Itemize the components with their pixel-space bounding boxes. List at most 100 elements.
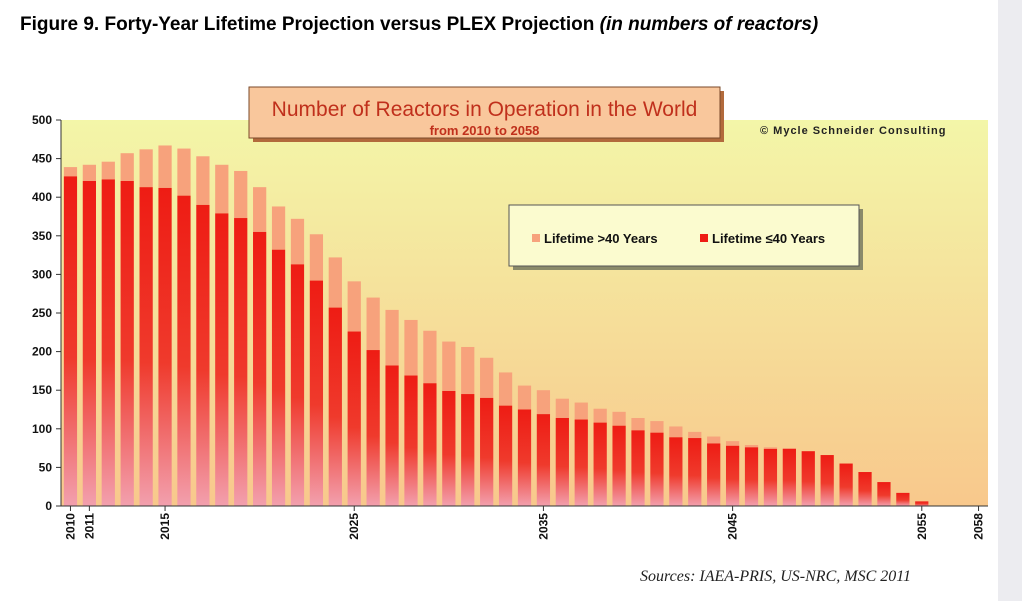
- bar-under-40-2029: [423, 383, 437, 506]
- x-tick-label-2045: 2045: [726, 513, 740, 540]
- bar-under-40-2039: [612, 425, 626, 506]
- x-tick-label-2010: 2010: [63, 513, 77, 540]
- bar-under-40-2033: [498, 405, 513, 506]
- bar-over-40-2036: [555, 398, 569, 418]
- bar-over-40-2037: [574, 402, 588, 420]
- bar-under-40-2020: [253, 231, 267, 506]
- bar-over-40-2033: [498, 372, 513, 406]
- bar-over-40-2020: [253, 187, 267, 232]
- bar-over-40-2021: [271, 206, 286, 250]
- bar-over-40-2045: [725, 441, 740, 446]
- y-tick-label-500: 500: [32, 113, 52, 127]
- bar-under-40-2025: [347, 331, 361, 506]
- right-margin-strip: [998, 0, 1022, 601]
- bar-over-40-2041: [650, 421, 664, 433]
- y-tick-label-50: 50: [39, 460, 53, 474]
- figure-heading: Figure 9. Forty-Year Lifetime Projection…: [20, 14, 818, 36]
- bar-over-40-2046: [744, 445, 759, 448]
- bar-under-40-2014: [139, 187, 153, 506]
- bar-under-40-2036: [555, 417, 569, 506]
- bar-over-40-2047: [763, 447, 778, 449]
- bar-under-40-2021: [271, 249, 286, 506]
- bar-over-40-2039: [612, 411, 626, 426]
- bar-over-40-2032: [480, 357, 494, 398]
- x-tick-label-2035: 2035: [536, 513, 550, 540]
- y-tick-label-300: 300: [32, 267, 52, 281]
- bar-under-40-2048: [782, 448, 796, 506]
- bar-under-40-2054: [896, 492, 910, 506]
- bar-under-40-2040: [631, 430, 645, 506]
- figure-heading-text: Figure 9. Forty-Year Lifetime Projection…: [20, 14, 595, 35]
- bar-under-40-2031: [461, 394, 475, 506]
- bar-over-40-2038: [593, 408, 607, 423]
- bar-under-40-2052: [858, 472, 872, 506]
- bar-over-40-2019: [234, 170, 248, 219]
- bar-over-40-2022: [290, 218, 305, 265]
- y-tick-label-200: 200: [32, 345, 52, 359]
- bar-over-40-2029: [423, 330, 437, 384]
- bar-under-40-2046: [744, 447, 759, 506]
- x-tick-label-2055: 2055: [915, 513, 929, 540]
- x-tick-label-2011: 2011: [82, 513, 96, 539]
- bar-under-40-2041: [650, 432, 664, 506]
- bar-under-40-2038: [593, 422, 607, 506]
- bar-under-40-2045: [725, 445, 740, 506]
- legend: Lifetime >40 Years Lifetime ≤40 Years: [508, 204, 863, 270]
- bar-under-40-2023: [309, 280, 324, 506]
- y-tick-label-250: 250: [32, 306, 52, 320]
- x-tick-label-2015: 2015: [158, 513, 172, 540]
- bar-under-40-2027: [385, 365, 399, 506]
- bar-over-40-2035: [536, 390, 551, 415]
- bar-over-40-2015: [158, 145, 172, 188]
- bar-under-40-2049: [801, 451, 815, 506]
- bar-under-40-2024: [328, 307, 342, 506]
- bar-under-40-2043: [688, 438, 702, 506]
- bar-over-40-2044: [707, 436, 721, 444]
- bar-under-40-2015: [158, 187, 172, 506]
- y-tick-label-0: 0: [45, 499, 52, 513]
- chart-title: Number of Reactors in Operation in the W…: [272, 98, 698, 121]
- legend-label-under-40: Lifetime ≤40 Years: [712, 231, 825, 246]
- legend-swatch-over-40: [532, 234, 540, 242]
- bar-over-40-2030: [442, 341, 456, 391]
- bar-over-40-2024: [328, 257, 342, 308]
- x-tick-label-2025: 2025: [347, 513, 361, 540]
- bar-under-40-2017: [196, 204, 210, 507]
- sources-note: Sources: IAEA-PRIS, US-NRC, MSC 2011: [640, 568, 912, 585]
- bar-under-40-2047: [763, 448, 778, 506]
- bar-over-40-2023: [309, 234, 324, 281]
- y-tick-label-400: 400: [32, 190, 52, 204]
- bar-under-40-2030: [442, 390, 456, 506]
- chart-subtitle: from 2010 to 2058: [430, 123, 540, 138]
- bar-over-40-2025: [347, 281, 361, 332]
- y-tick-label-150: 150: [32, 383, 52, 397]
- bar-under-40-2016: [177, 195, 191, 506]
- bar-over-40-2042: [669, 426, 683, 438]
- bar-under-40-2010: [63, 176, 78, 507]
- bar-over-40-2018: [215, 164, 229, 214]
- bar-over-40-2017: [196, 156, 210, 205]
- bar-over-40-2026: [366, 297, 380, 351]
- bar-under-40-2042: [669, 437, 683, 506]
- bar-under-40-2011: [82, 180, 96, 507]
- bar-over-40-2040: [631, 417, 645, 431]
- bar-under-40-2018: [215, 213, 229, 506]
- bar-under-40-2053: [877, 482, 891, 506]
- bar-over-40-2031: [461, 346, 475, 395]
- bar-under-40-2012: [101, 179, 115, 506]
- bar-over-40-2013: [120, 153, 134, 181]
- figure-heading-unit: (in numbers of reactors): [599, 14, 819, 35]
- legend-swatch-under-40: [700, 234, 708, 242]
- bar-over-40-2011: [82, 164, 96, 181]
- bar-over-40-2016: [177, 148, 191, 196]
- bar-under-40-2026: [366, 350, 380, 506]
- bar-under-40-2050: [820, 455, 834, 506]
- bar-under-40-2022: [290, 264, 305, 506]
- bar-over-40-2014: [139, 149, 153, 188]
- bar-layer: [63, 145, 929, 507]
- bar-over-40-2010: [63, 167, 78, 177]
- bar-under-40-2034: [517, 409, 532, 506]
- bar-under-40-2013: [120, 180, 134, 507]
- bar-under-40-2019: [234, 218, 248, 507]
